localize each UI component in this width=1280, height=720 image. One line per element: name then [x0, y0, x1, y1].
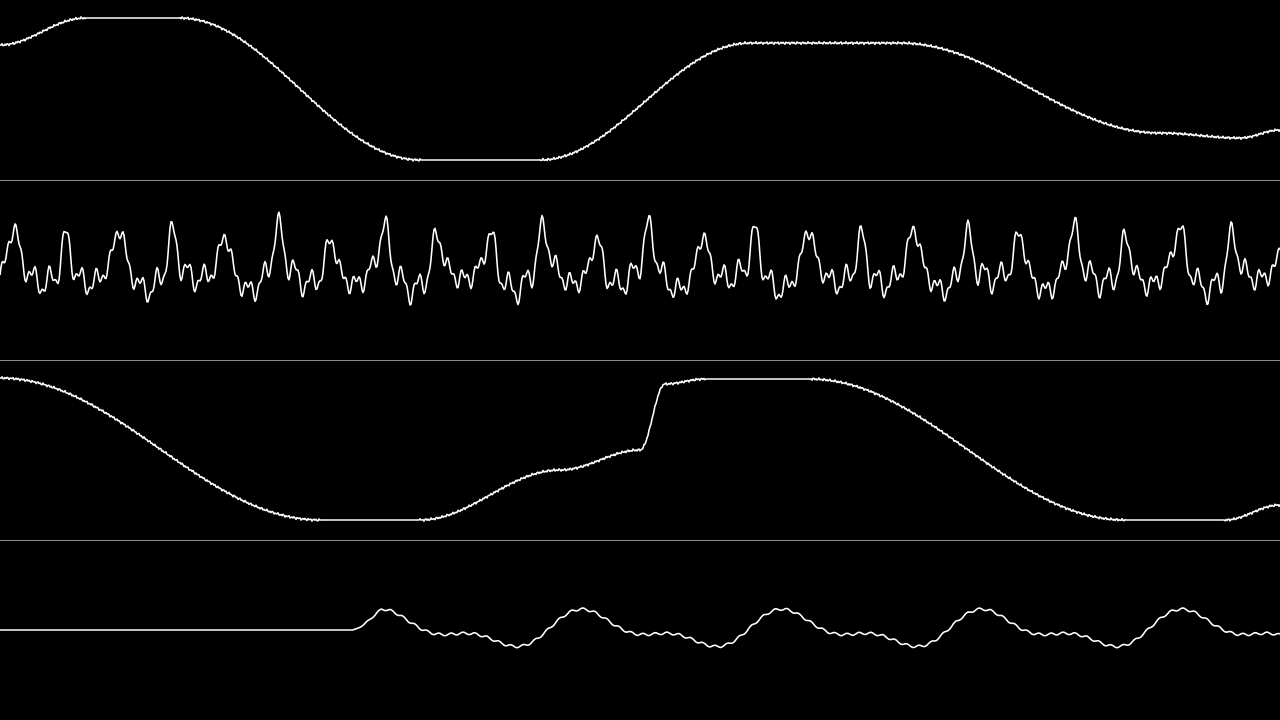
channel-4-waveform [0, 607, 1280, 649]
channel-2-waveform [0, 211, 1280, 306]
channel-3-waveform [0, 376, 1280, 522]
channel-1-waveform [0, 16, 1280, 162]
